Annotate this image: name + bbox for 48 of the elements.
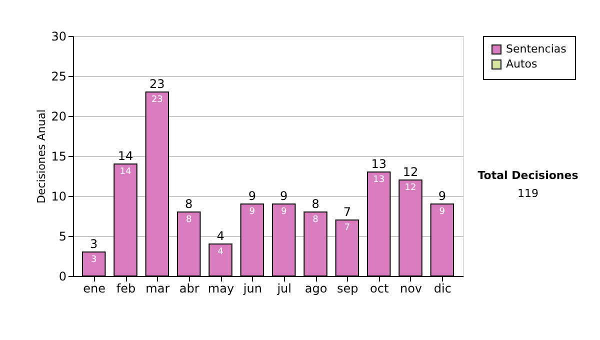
x-tick-label: mar bbox=[146, 282, 170, 296]
total-label: 13 bbox=[371, 157, 386, 171]
y-tick-label: 20 bbox=[51, 110, 66, 124]
legend-label: Autos bbox=[506, 58, 538, 70]
text: Total Decisiones bbox=[478, 169, 579, 182]
legend-label: Sentencias bbox=[506, 42, 567, 56]
y-tick-label: 15 bbox=[51, 150, 66, 164]
total-label: 4 bbox=[216, 229, 224, 243]
data-label: 14 bbox=[120, 167, 132, 177]
total-label: 3 bbox=[90, 237, 98, 251]
total-label: 9 bbox=[438, 189, 446, 203]
total-label: 7 bbox=[343, 205, 351, 219]
data-label: 4 bbox=[218, 247, 224, 257]
y-tick-label: 30 bbox=[51, 30, 66, 44]
x-tick-label: abr bbox=[179, 282, 200, 296]
data-label: 9 bbox=[280, 207, 287, 217]
x-tick-label: oct bbox=[370, 282, 389, 296]
x-tick-label: ago bbox=[304, 282, 328, 296]
data-label: 8 bbox=[186, 215, 192, 225]
data-label: 9 bbox=[439, 207, 446, 217]
data-label: 13 bbox=[373, 175, 385, 185]
data-label: 23 bbox=[151, 95, 163, 105]
x-tick-label: nov bbox=[400, 282, 422, 296]
x-tick-label: jul bbox=[276, 282, 292, 296]
total-label: 23 bbox=[150, 77, 165, 91]
total-label: 12 bbox=[402, 165, 418, 179]
x-tick-label: jun bbox=[242, 282, 262, 296]
x-tick-label: dic bbox=[434, 282, 452, 296]
total-label: 8 bbox=[312, 197, 320, 211]
y-tick-label: 25 bbox=[51, 70, 66, 84]
total-label: 14 bbox=[118, 149, 134, 163]
x-tick-label: feb bbox=[116, 282, 136, 296]
data-label: 8 bbox=[312, 215, 319, 225]
text: 119 bbox=[518, 187, 538, 200]
y-tick-label: 10 bbox=[51, 190, 66, 204]
data-label: 9 bbox=[249, 207, 256, 217]
y-tick-label: 5 bbox=[58, 230, 66, 244]
x-tick-label: sep bbox=[337, 282, 358, 296]
x-tick-label: may bbox=[208, 282, 234, 296]
y-axis-title: Decisiones Anual bbox=[35, 109, 48, 204]
total-label: 8 bbox=[185, 197, 193, 211]
data-label: 12 bbox=[404, 183, 416, 193]
data-label: 3 bbox=[90, 255, 97, 265]
y-tick-label: 0 bbox=[58, 270, 66, 284]
data-label: 7 bbox=[344, 223, 350, 233]
x-tick-label: ene bbox=[83, 282, 106, 296]
total-label: 9 bbox=[248, 189, 256, 203]
total-label: 9 bbox=[280, 189, 288, 203]
